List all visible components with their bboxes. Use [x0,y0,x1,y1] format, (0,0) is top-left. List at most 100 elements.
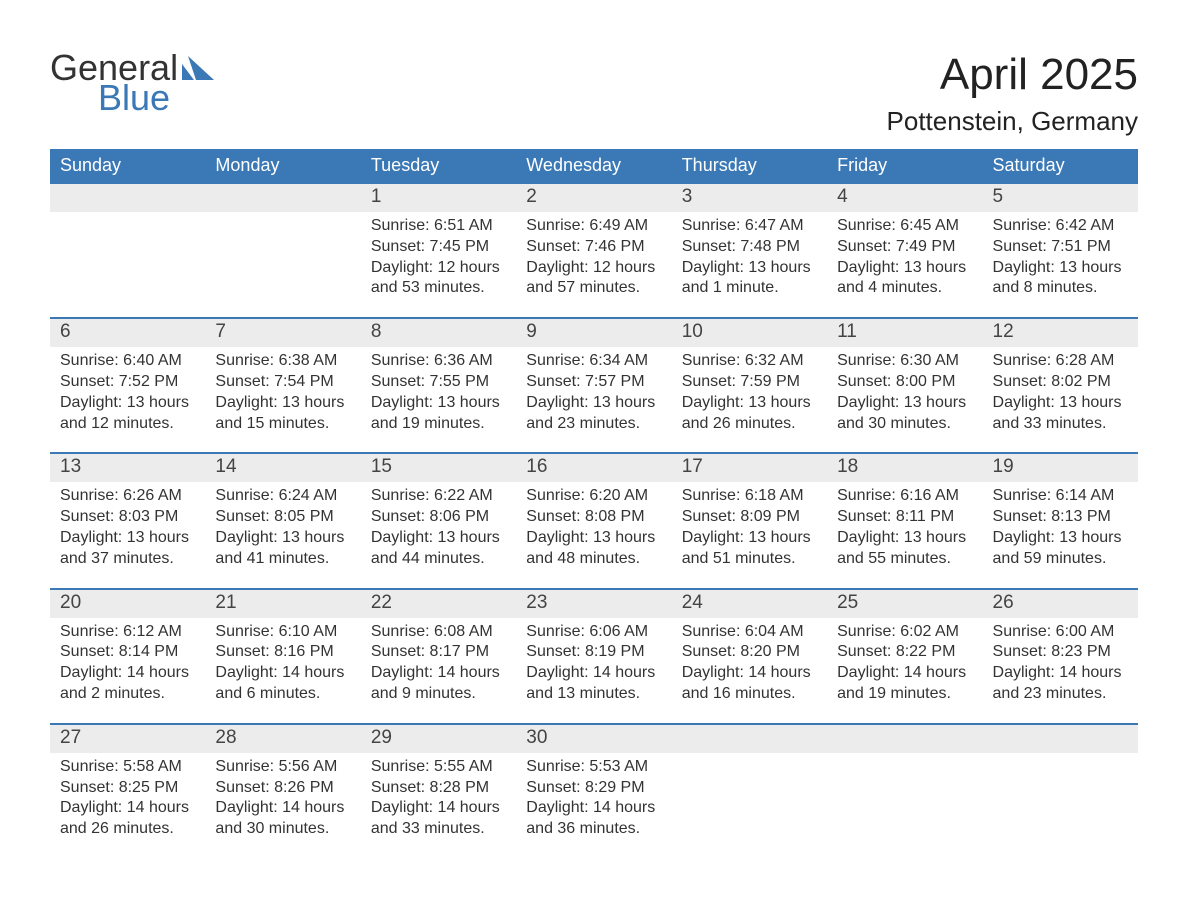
day-cell: Sunrise: 6:00 AMSunset: 8:23 PMDaylight:… [983,618,1138,723]
calendar: SundayMondayTuesdayWednesdayThursdayFrid… [50,149,1138,858]
dow-cell: Wednesday [516,149,671,184]
day-cell: Sunrise: 6:49 AMSunset: 7:46 PMDaylight:… [516,212,671,317]
day-cell: Sunrise: 6:26 AMSunset: 8:03 PMDaylight:… [50,482,205,587]
daylight-line: Daylight: 13 hours and 15 minutes. [215,393,350,435]
daylight-line: Daylight: 13 hours and 30 minutes. [837,393,972,435]
sunrise-line: Sunrise: 6:38 AM [215,351,350,372]
day-cell: Sunrise: 6:14 AMSunset: 8:13 PMDaylight:… [983,482,1138,587]
daylight-line: Daylight: 13 hours and 19 minutes. [371,393,506,435]
sunrise-line: Sunrise: 6:16 AM [837,486,972,507]
calendar-weeks: 12345Sunrise: 6:51 AMSunset: 7:45 PMDayl… [50,184,1138,858]
day-cell: Sunrise: 6:08 AMSunset: 8:17 PMDaylight:… [361,618,516,723]
sunset-line: Sunset: 7:51 PM [993,237,1128,258]
sunrise-line: Sunrise: 6:36 AM [371,351,506,372]
dow-cell: Thursday [672,149,827,184]
sunrise-line: Sunrise: 6:49 AM [526,216,661,237]
day-cell: Sunrise: 6:06 AMSunset: 8:19 PMDaylight:… [516,618,671,723]
day-cell: Sunrise: 6:36 AMSunset: 7:55 PMDaylight:… [361,347,516,452]
daylight-line: Daylight: 14 hours and 16 minutes. [682,663,817,705]
daylight-line: Daylight: 13 hours and 8 minutes. [993,258,1128,300]
dow-cell: Sunday [50,149,205,184]
header: General Blue April 2025 Pottenstein, Ger… [50,50,1138,137]
dow-cell: Saturday [983,149,1138,184]
date-number-row: 27282930 [50,725,1138,753]
sunrise-line: Sunrise: 5:53 AM [526,757,661,778]
date-number: 27 [50,725,205,753]
date-number: 15 [361,454,516,482]
date-number: 4 [827,184,982,212]
sunrise-line: Sunrise: 5:58 AM [60,757,195,778]
sunrise-line: Sunrise: 5:55 AM [371,757,506,778]
daylight-line: Daylight: 13 hours and 23 minutes. [526,393,661,435]
date-number: 23 [516,590,671,618]
day-cell: Sunrise: 6:30 AMSunset: 8:00 PMDaylight:… [827,347,982,452]
day-cell: Sunrise: 5:55 AMSunset: 8:28 PMDaylight:… [361,753,516,858]
date-number: 13 [50,454,205,482]
sunrise-line: Sunrise: 6:34 AM [526,351,661,372]
logo-word2: Blue [98,80,214,116]
sunrise-line: Sunrise: 6:02 AM [837,622,972,643]
sunset-line: Sunset: 7:55 PM [371,372,506,393]
daylight-line: Daylight: 12 hours and 53 minutes. [371,258,506,300]
sunset-line: Sunset: 8:20 PM [682,642,817,663]
date-number: 20 [50,590,205,618]
location: Pottenstein, Germany [887,106,1138,137]
sunrise-line: Sunrise: 6:47 AM [682,216,817,237]
day-body-row: Sunrise: 5:58 AMSunset: 8:25 PM Daylight:… [50,753,1138,858]
date-number-row: 12345 [50,184,1138,212]
calendar-week: 13141516171819Sunrise: 6:26 AMSunset: 8:… [50,452,1138,587]
day-body-row: Sunrise: 6:40 AMSunset: 7:52 PMDaylight:… [50,347,1138,452]
sunrise-line: Sunrise: 6:42 AM [993,216,1128,237]
date-number: 22 [361,590,516,618]
date-number: 7 [205,319,360,347]
date-number: 8 [361,319,516,347]
daylight-line: Daylight: 14 hours and 36 minutes. [526,798,661,840]
title-block: April 2025 Pottenstein, Germany [887,50,1138,137]
date-number: 18 [827,454,982,482]
sunset-line: Sunset: 8:28 PM [371,778,506,799]
day-body-row: Sunrise: 6:51 AMSunset: 7:45 PMDaylight:… [50,212,1138,317]
daylight-line: Daylight: 13 hours and 37 minutes. [60,528,195,570]
date-number-row: 13141516171819 [50,454,1138,482]
date-number: 6 [50,319,205,347]
day-body-row: Sunrise: 6:26 AMSunset: 8:03 PMDaylight:… [50,482,1138,587]
daylight-line: Daylight: 14 hours and 2 minutes. [60,663,195,705]
date-number: 28 [205,725,360,753]
logo: General Blue [50,50,214,116]
calendar-week: 6789101112Sunrise: 6:40 AMSunset: 7:52 P… [50,317,1138,452]
date-number: 24 [672,590,827,618]
day-cell [205,212,360,317]
day-cell: Sunrise: 6:02 AMSunset: 8:22 PMDaylight:… [827,618,982,723]
day-cell: Sunrise: 6:28 AMSunset: 8:02 PMDaylight:… [983,347,1138,452]
sunrise-line: Sunrise: 6:26 AM [60,486,195,507]
date-number: 9 [516,319,671,347]
daylight-line: Daylight: 13 hours and 59 minutes. [993,528,1128,570]
sunrise-line: Sunrise: 6:51 AM [371,216,506,237]
sunset-line: Sunset: 8:25 PM [60,778,195,799]
date-number: 12 [983,319,1138,347]
day-cell: Sunrise: 6:12 AMSunset: 8:14 PMDaylight:… [50,618,205,723]
date-number: 25 [827,590,982,618]
day-cell [672,753,827,858]
sunset-line: Sunset: 8:08 PM [526,507,661,528]
sunset-line: Sunset: 8:05 PM [215,507,350,528]
daylight-line: Daylight: 13 hours and 12 minutes. [60,393,195,435]
dow-cell: Friday [827,149,982,184]
daylight-line: Daylight: 13 hours and 44 minutes. [371,528,506,570]
sunset-line: Sunset: 7:46 PM [526,237,661,258]
date-number [672,725,827,753]
sunrise-line: Sunrise: 6:06 AM [526,622,661,643]
day-body-row: Sunrise: 6:12 AMSunset: 8:14 PMDaylight:… [50,618,1138,723]
sunset-line: Sunset: 8:19 PM [526,642,661,663]
daylight-line: Daylight: 14 hours and 33 minutes. [371,798,506,840]
day-cell: Sunrise: 6:18 AMSunset: 8:09 PMDaylight:… [672,482,827,587]
sunset-line: Sunset: 7:59 PM [682,372,817,393]
dow-cell: Monday [205,149,360,184]
calendar-week: 20212223242526Sunrise: 6:12 AMSunset: 8:… [50,588,1138,723]
sunrise-line: Sunrise: 6:24 AM [215,486,350,507]
day-cell: Sunrise: 5:53 AMSunset: 8:29 PMDaylight:… [516,753,671,858]
daylight-line: Daylight: 12 hours and 57 minutes. [526,258,661,300]
day-cell: Sunrise: 5:58 AMSunset: 8:25 PMDaylight:… [50,753,205,858]
flag-icon [182,56,214,80]
sunrise-line: Sunrise: 6:40 AM [60,351,195,372]
